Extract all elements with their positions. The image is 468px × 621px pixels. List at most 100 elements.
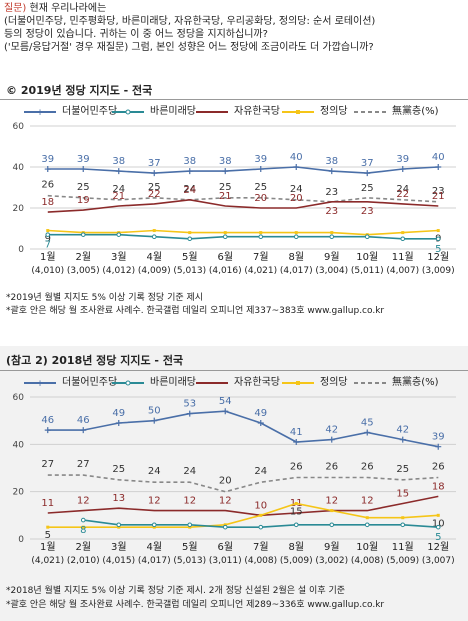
data-point-jeongui xyxy=(46,525,50,529)
data-point-minjoo xyxy=(257,420,264,427)
chart-note-1: *2019년 월별 지지도 5% 이상 기록 정당 기준 제시 xyxy=(6,293,204,303)
data-label-jayu: 15 xyxy=(396,489,409,500)
question-line-2: (더불어민주당, 민주평화당, 바른미래당, 자유한국당, 우리공화당, 정의당… xyxy=(4,16,376,27)
series-line-none xyxy=(47,194,439,203)
data-label-none: 23 xyxy=(432,186,445,197)
data-point-bareun xyxy=(329,234,335,239)
data-point-minjoo xyxy=(186,410,193,417)
sample-size-label: (3,011) xyxy=(209,556,242,566)
data-point-jeongui xyxy=(81,525,85,529)
data-point-minjoo xyxy=(364,429,371,436)
data-label-bareun: 8 xyxy=(80,525,86,536)
data-label-none: 26 xyxy=(325,461,338,472)
data-point-bareun xyxy=(435,236,441,242)
data-label-minjoo: 46 xyxy=(77,415,90,426)
data-label-minjoo: 41 xyxy=(290,427,303,438)
data-label-none: 24 xyxy=(183,466,196,477)
data-label-none: 24 xyxy=(290,184,303,195)
data-point-jeongui xyxy=(188,525,192,529)
sample-size-label: (5,013) xyxy=(173,266,206,276)
chart-title: (참고 2) 2018년 정당 지지도 - 전국 xyxy=(6,354,184,367)
series-line-jayu xyxy=(47,495,439,517)
x-tick-label: 10월 xyxy=(356,251,378,263)
data-label-jayu: 22 xyxy=(396,189,409,200)
sample-size-label: (4,010) xyxy=(31,266,64,276)
series-line-minjoo xyxy=(47,410,439,448)
data-point-minjoo xyxy=(435,164,442,170)
legend-label: 바른미래당 xyxy=(150,106,196,117)
data-point-bareun xyxy=(80,517,86,523)
data-label-minjoo: 39 xyxy=(432,432,445,443)
data-point-jeongui xyxy=(330,509,334,513)
data-point-minjoo xyxy=(222,408,229,415)
data-point-jeongui xyxy=(401,231,405,235)
data-point-minjoo xyxy=(399,436,406,443)
sample-size-label: (4,008) xyxy=(244,556,277,566)
x-tick-label: 4월 xyxy=(146,541,162,553)
data-point-minjoo xyxy=(44,166,51,173)
data-label-none: 25 xyxy=(148,182,161,193)
data-point-bareun xyxy=(329,522,335,528)
data-point-jeongui xyxy=(330,231,334,235)
line-chart-2018: 0 20 40 60 1월 (4,021) 2월 (2,010) 3월 (4,015) 4월 (4,0… xyxy=(13,393,456,566)
data-point-jeongui xyxy=(436,229,440,233)
series-line-jeongui xyxy=(47,229,439,236)
series-line-none xyxy=(47,474,439,493)
data-label-minjoo: 39 xyxy=(254,154,267,165)
sample-size-label: (3,009) xyxy=(422,266,455,276)
sample-size-label: (4,009) xyxy=(138,266,171,276)
data-label-minjoo: 50 xyxy=(148,406,161,417)
x-tick-label: 4월 xyxy=(146,251,162,263)
data-point-minjoo xyxy=(151,417,158,424)
y-tick-label: 60 xyxy=(13,122,25,132)
chart-note-1: *2018년 월별 지지도 5% 이상 기록 정당 기준 제시. 2개 정당 신… xyxy=(6,586,346,596)
data-point-bareun xyxy=(400,522,406,528)
data-label-jeongui: 15 xyxy=(290,507,303,518)
x-tick-label: 6월 xyxy=(217,251,233,263)
x-tick-label: 8월 xyxy=(288,251,304,263)
data-point-bareun xyxy=(435,524,441,530)
legend-swatch xyxy=(196,111,228,113)
data-label-minjoo: 37 xyxy=(361,158,374,169)
data-label-jayu: 24 xyxy=(183,185,196,196)
data-point-minjoo xyxy=(257,166,264,173)
data-label-none: 26 xyxy=(361,461,374,472)
data-label-none: 23 xyxy=(325,187,338,198)
data-point-bareun xyxy=(258,234,264,239)
data-point-minjoo xyxy=(293,438,300,445)
series-line-bareun xyxy=(47,233,439,240)
data-point-bareun xyxy=(151,522,157,528)
data-label-none: 25 xyxy=(254,182,267,193)
chart-legend: + 더불어민주당 바른미래당 자유한국당 정의당 無黨층(%) xyxy=(22,105,466,119)
sample-size-label: (3,007) xyxy=(422,556,455,566)
x-tick-label: 5월 xyxy=(182,541,198,553)
data-point-minjoo xyxy=(151,170,158,177)
question-line-3: 등의 정당이 있습니다. 귀하는 이 중 어느 정당을 지지하십니까? xyxy=(4,29,268,40)
data-point-bareun xyxy=(116,232,122,237)
data-label-jayu: 22 xyxy=(148,189,161,200)
legend-label: 자유한국당 xyxy=(234,106,280,117)
sample-size-label: (3,002) xyxy=(315,556,348,566)
data-point-minjoo xyxy=(399,166,406,173)
y-tick-label: 0 xyxy=(18,245,24,255)
data-point-bareun xyxy=(116,522,122,528)
data-label-none: 25 xyxy=(219,182,232,193)
data-point-bareun xyxy=(364,522,370,528)
sample-size-label: (4,008) xyxy=(351,556,384,566)
data-label-minjoo: 53 xyxy=(183,399,196,410)
data-label-jayu: 12 xyxy=(183,496,196,507)
data-label-jayu: 20 xyxy=(290,193,303,204)
legend-swatch xyxy=(112,109,144,115)
data-point-minjoo xyxy=(115,168,122,175)
series-line-jeongui xyxy=(47,502,439,528)
question-text-1: 현재 우리나라에는 xyxy=(29,3,107,14)
data-label-none: 24 xyxy=(112,184,125,195)
data-point-minjoo xyxy=(293,164,300,170)
series-line-jayu xyxy=(47,198,439,213)
data-label-bareun: 5 xyxy=(435,532,441,543)
x-tick-label: 12월 xyxy=(427,541,449,553)
data-point-bareun xyxy=(293,522,299,528)
x-tick-label: 11월 xyxy=(392,541,414,553)
chart-note-2: *괄호 안은 해당 월 조사완료 사례수. 한국갤럽 데일리 오피니언 제337… xyxy=(6,306,385,316)
legend-label: 바른미래당 xyxy=(150,377,196,388)
